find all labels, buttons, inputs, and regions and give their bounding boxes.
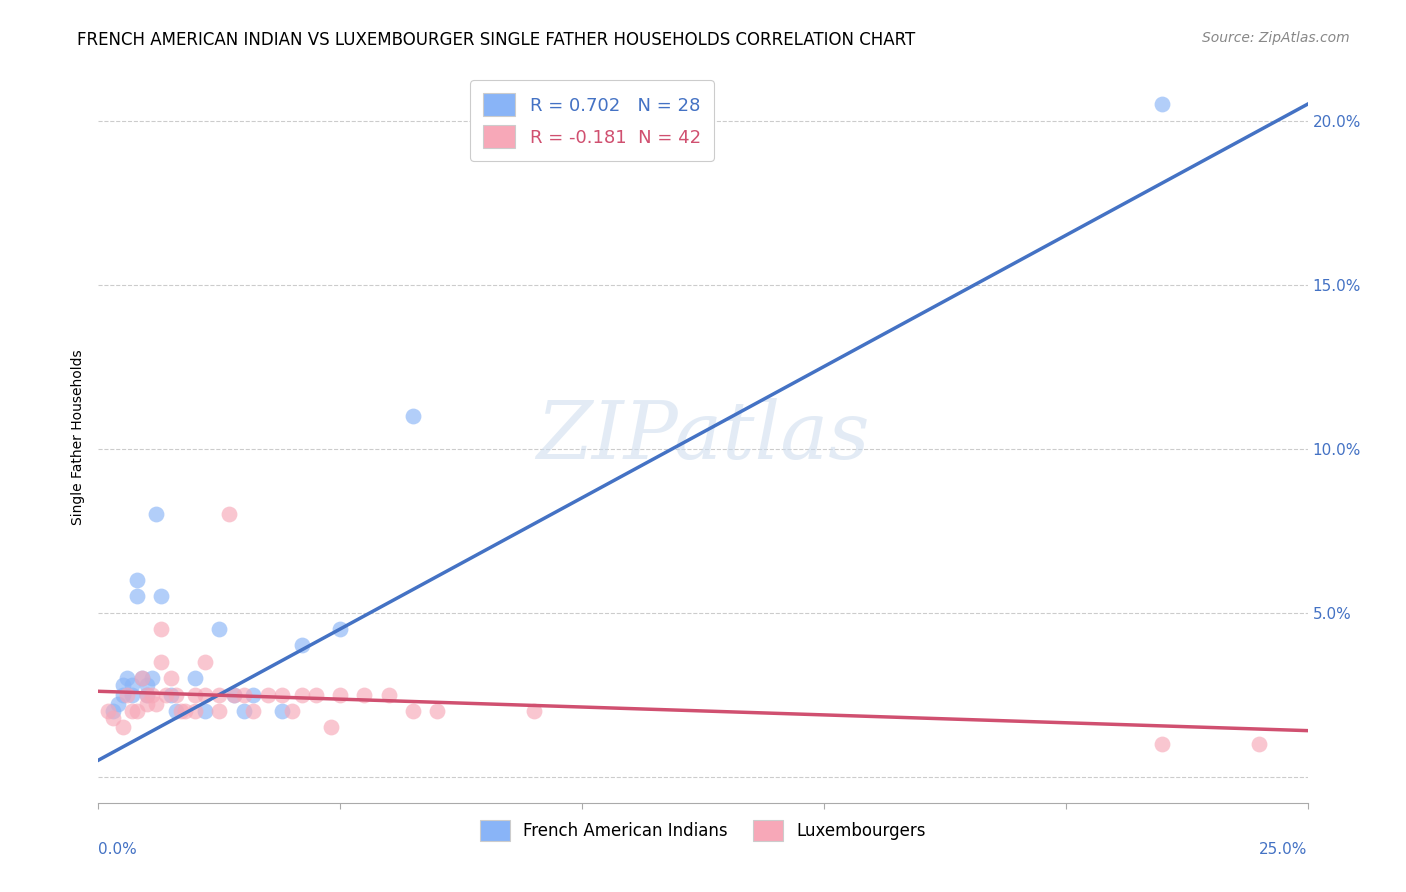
Point [290, 638, 312, 652]
Point [101, 710, 124, 724]
Point [232, 688, 254, 702]
Point [121, 704, 143, 718]
Point [127, 589, 149, 603]
Point [271, 688, 294, 702]
Point [184, 704, 207, 718]
Point [242, 688, 264, 702]
Point [135, 678, 157, 692]
Point [184, 688, 207, 702]
Point [150, 589, 173, 603]
Point [160, 671, 183, 685]
Point [271, 704, 294, 718]
Point [121, 688, 143, 702]
Point [141, 688, 163, 702]
Text: Source: ZipAtlas.com: Source: ZipAtlas.com [1202, 31, 1350, 45]
Point [232, 704, 254, 718]
Text: FRENCH AMERICAN INDIAN VS LUXEMBOURGER SINGLE FATHER HOUSEHOLDS CORRELATION CHAR: FRENCH AMERICAN INDIAN VS LUXEMBOURGER S… [77, 31, 915, 49]
Point [117, 688, 139, 702]
Point [135, 688, 157, 702]
Point [111, 720, 134, 734]
Point [141, 671, 163, 685]
Point [523, 704, 546, 718]
Y-axis label: Single Father Households: Single Father Households [72, 350, 86, 524]
Point [208, 622, 231, 636]
Point [131, 671, 153, 685]
Point [329, 688, 352, 702]
Point [353, 688, 375, 702]
Point [426, 704, 449, 718]
Point [135, 688, 157, 702]
Point [208, 704, 231, 718]
Point [256, 688, 278, 702]
Point [111, 688, 134, 702]
Text: ZIPatlas: ZIPatlas [536, 399, 870, 475]
Point [135, 698, 157, 712]
Point [127, 573, 149, 587]
Point [127, 704, 149, 718]
Point [169, 704, 191, 718]
Point [222, 688, 245, 702]
Point [208, 688, 231, 702]
Point [402, 704, 425, 718]
Point [194, 655, 217, 669]
Point [402, 409, 425, 423]
Point [290, 688, 312, 702]
Point [218, 507, 240, 521]
Point [165, 704, 187, 718]
Point [242, 704, 264, 718]
Point [150, 622, 173, 636]
Point [174, 704, 197, 718]
Text: 25.0%: 25.0% [1260, 842, 1308, 856]
Point [281, 704, 304, 718]
Point [184, 671, 207, 685]
Point [1152, 97, 1174, 112]
Point [145, 507, 167, 521]
Point [131, 671, 153, 685]
Point [1152, 737, 1174, 751]
Point [194, 688, 217, 702]
Point [111, 678, 134, 692]
Point [319, 720, 342, 734]
Point [305, 688, 328, 702]
Point [160, 688, 183, 702]
Point [107, 698, 129, 712]
Point [222, 688, 245, 702]
Point [101, 704, 124, 718]
Point [165, 688, 187, 702]
Point [155, 688, 177, 702]
Point [150, 655, 173, 669]
Point [1249, 737, 1271, 751]
Point [97, 704, 120, 718]
Point [329, 622, 352, 636]
Text: 0.0%: 0.0% [98, 842, 138, 856]
Point [377, 688, 399, 702]
Point [145, 698, 167, 712]
Point [194, 704, 217, 718]
Point [117, 671, 139, 685]
Legend: French American Indians, Luxembourgers: French American Indians, Luxembourgers [472, 811, 934, 849]
Point [121, 678, 143, 692]
